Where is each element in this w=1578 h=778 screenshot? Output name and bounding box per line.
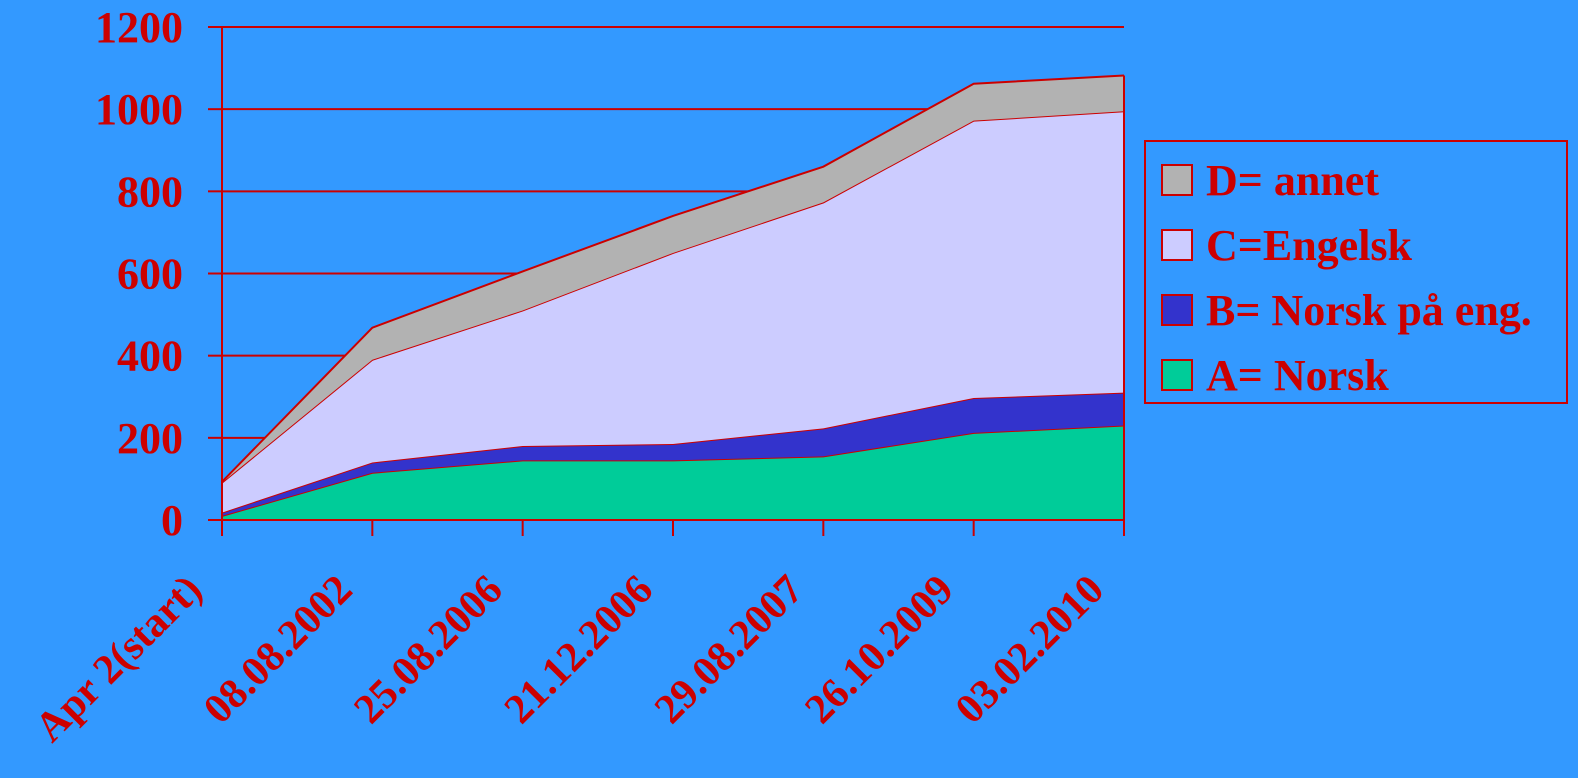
series-area-0: [222, 425, 1124, 520]
x-tick-label: 29.08.2007: [646, 567, 812, 733]
x-tick-label: Apr 2(start): [27, 567, 212, 752]
legend-swatch: [1161, 294, 1193, 326]
legend-box: [1144, 140, 1568, 404]
y-tick-label: 200: [117, 414, 183, 463]
legend-label: A= Norsk: [1206, 351, 1389, 400]
legend-label: B= Norsk på eng.: [1206, 286, 1532, 335]
series-area-3: [222, 75, 1124, 483]
legend-label: C=Engelsk: [1206, 221, 1413, 270]
y-tick-label: 1000: [95, 85, 183, 134]
legend-label: D= annet: [1206, 156, 1379, 205]
series-line-3: [221, 74, 1125, 483]
y-tick-label: 600: [117, 250, 183, 299]
series-area-1: [222, 392, 1124, 516]
y-tick-label: 1200: [95, 3, 183, 52]
y-tick-label: 800: [117, 167, 183, 216]
legend-swatch: [1161, 229, 1193, 261]
x-tick-label: 21.12.2006: [496, 567, 662, 733]
x-tick-label: 08.08.2002: [195, 567, 361, 733]
legend-swatch: [1161, 359, 1193, 391]
y-tick-label: 400: [117, 332, 183, 381]
legend-swatch: [1161, 164, 1193, 196]
x-tick-label: 25.08.2006: [346, 567, 512, 733]
x-tick-label: 26.10.2009: [797, 567, 963, 733]
x-tick-label: 03.02.2010: [947, 567, 1113, 733]
series-area-2: [222, 111, 1124, 513]
y-tick-label: 0: [161, 496, 183, 545]
